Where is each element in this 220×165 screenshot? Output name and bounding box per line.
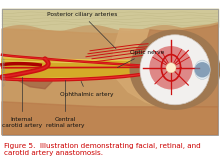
Polygon shape xyxy=(2,59,155,77)
Polygon shape xyxy=(142,25,218,107)
Text: Central
retinal artery: Central retinal artery xyxy=(46,117,84,128)
Circle shape xyxy=(195,62,210,78)
Text: Ophthalmic artery: Ophthalmic artery xyxy=(60,81,114,97)
Ellipse shape xyxy=(130,30,220,110)
Polygon shape xyxy=(2,58,155,79)
Ellipse shape xyxy=(194,60,210,79)
Circle shape xyxy=(140,35,210,105)
Text: © Joe Gorner: © Joe Gorner xyxy=(3,57,7,86)
Text: Optic nerve: Optic nerve xyxy=(117,50,164,67)
Polygon shape xyxy=(2,23,218,135)
Polygon shape xyxy=(2,59,52,89)
Text: Internal
carotid artery: Internal carotid artery xyxy=(2,117,42,128)
Text: Figure 5.  Illustration demonstrating facial, retinal, and carotid artery anasto: Figure 5. Illustration demonstrating fac… xyxy=(4,143,201,156)
Circle shape xyxy=(166,63,176,73)
Circle shape xyxy=(149,46,193,89)
Text: Posterior ciliary arteries: Posterior ciliary arteries xyxy=(47,12,117,49)
Polygon shape xyxy=(2,102,218,135)
Polygon shape xyxy=(112,27,218,107)
